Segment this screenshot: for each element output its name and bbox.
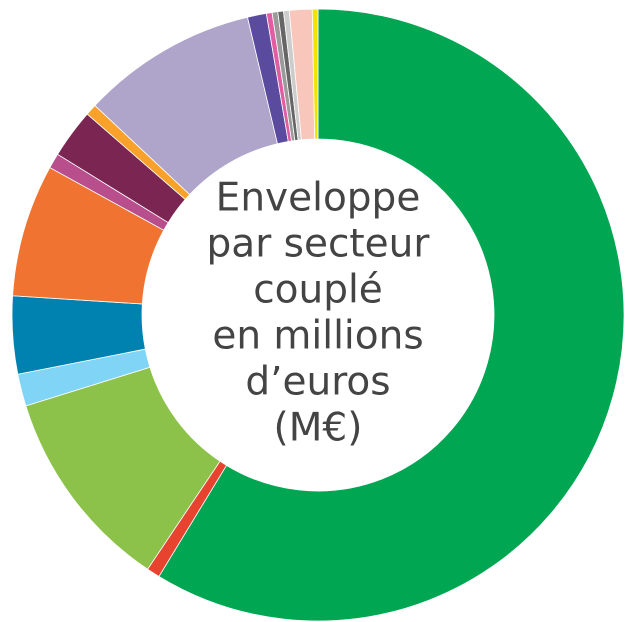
donut-segment: [311, 8, 319, 140]
center-label: (M€): [274, 406, 363, 451]
center-label: d’euros: [245, 360, 390, 405]
center-label: en millions: [212, 314, 423, 359]
center-label: couplé: [253, 268, 383, 313]
donut-segment: [158, 8, 625, 622]
center-label: Enveloppe: [216, 176, 421, 221]
center-label: par secteur: [207, 222, 431, 267]
